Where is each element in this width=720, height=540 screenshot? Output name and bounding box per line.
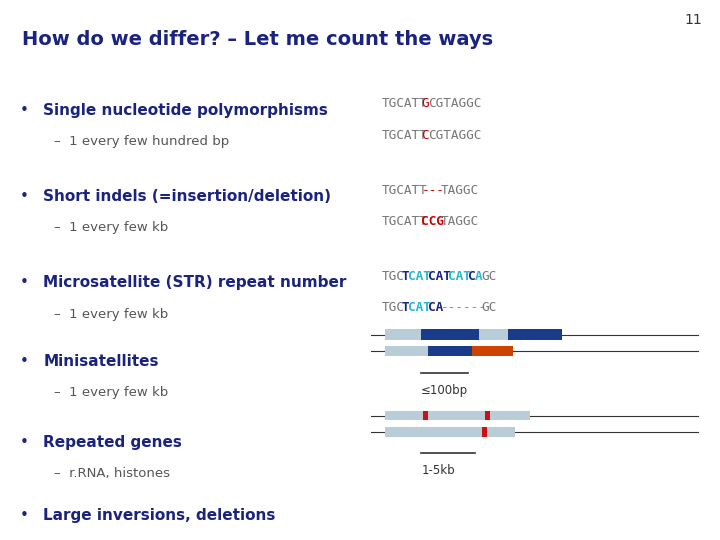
Bar — [508, 329, 562, 340]
Text: •: • — [20, 189, 29, 204]
Text: Short indels (=insertion/deletion): Short indels (=insertion/deletion) — [43, 189, 331, 204]
Text: Repeated genes: Repeated genes — [43, 435, 182, 450]
Text: ---: --- — [421, 184, 444, 197]
Text: T: T — [402, 270, 409, 283]
Bar — [472, 346, 513, 356]
Bar — [421, 329, 479, 340]
Text: CAT: CAT — [428, 270, 451, 283]
Text: CAT: CAT — [408, 270, 431, 283]
Text: C: C — [468, 270, 475, 283]
Text: CA: CA — [428, 301, 444, 314]
Text: CGTAGGC: CGTAGGC — [428, 129, 482, 141]
Text: How do we differ? – Let me count the ways: How do we differ? – Let me count the way… — [22, 30, 492, 49]
Text: Single nucleotide polymorphisms: Single nucleotide polymorphisms — [43, 103, 328, 118]
Text: TGCATT: TGCATT — [382, 97, 428, 110]
Text: •: • — [20, 508, 29, 523]
Bar — [428, 411, 485, 420]
Bar — [439, 428, 482, 436]
Text: TGC: TGC — [382, 301, 405, 314]
Bar — [482, 428, 487, 436]
Text: •: • — [20, 354, 29, 369]
Text: TAGGC: TAGGC — [441, 184, 480, 197]
Text: –  1 every few kb: – 1 every few kb — [54, 386, 168, 399]
Text: 11: 11 — [684, 14, 702, 28]
Text: CAT: CAT — [408, 301, 431, 314]
Text: CCG: CCG — [421, 215, 444, 228]
Text: GC: GC — [481, 301, 496, 314]
Bar — [385, 411, 423, 420]
Bar — [479, 329, 508, 340]
Text: Minisatellites: Minisatellites — [43, 354, 158, 369]
Text: G: G — [421, 97, 429, 110]
Bar — [490, 411, 530, 420]
Text: TGCATT: TGCATT — [382, 184, 428, 197]
Text: GC: GC — [481, 270, 496, 283]
Bar — [487, 428, 515, 436]
Text: –  1 every few kb: – 1 every few kb — [54, 221, 168, 234]
Text: ≤100bp: ≤100bp — [421, 384, 468, 397]
Text: TAGGC: TAGGC — [441, 215, 480, 228]
Text: C: C — [421, 129, 429, 141]
Text: TGC: TGC — [382, 270, 405, 283]
Bar — [485, 411, 490, 420]
Text: •: • — [20, 275, 29, 291]
Bar — [385, 428, 439, 436]
Bar — [423, 411, 428, 420]
Text: 1-5kb: 1-5kb — [421, 464, 455, 477]
Text: •: • — [20, 103, 29, 118]
Text: TGCATT: TGCATT — [382, 129, 428, 141]
Text: TGCATT: TGCATT — [382, 215, 428, 228]
Text: T: T — [402, 301, 409, 314]
Text: –  1 every few kb: – 1 every few kb — [54, 308, 168, 321]
Bar — [428, 346, 472, 356]
Text: –  1 every few hundred bp: – 1 every few hundred bp — [54, 135, 229, 148]
Text: A: A — [474, 270, 482, 283]
Text: •: • — [20, 435, 29, 450]
Text: ------: ------ — [441, 301, 487, 314]
Text: CGTAGGC: CGTAGGC — [428, 97, 482, 110]
Bar — [385, 346, 428, 356]
Text: –  r.RNA, histones: – r.RNA, histones — [54, 467, 170, 480]
Text: Microsatellite (STR) repeat number: Microsatellite (STR) repeat number — [43, 275, 346, 291]
Bar — [385, 329, 421, 340]
Text: Large inversions, deletions: Large inversions, deletions — [43, 508, 276, 523]
Text: CAT: CAT — [448, 270, 471, 283]
